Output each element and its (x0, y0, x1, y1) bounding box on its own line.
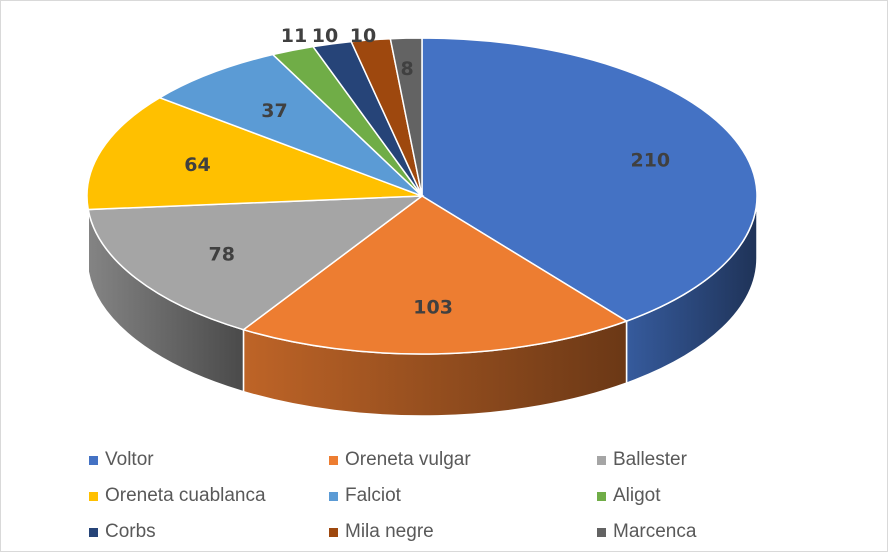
legend-swatch (597, 455, 606, 465)
legend-swatch (597, 527, 606, 537)
legend-swatch (329, 527, 338, 537)
data-label: 37 (261, 100, 287, 122)
legend-label: Marcenca (613, 521, 697, 542)
legend-item: Aligot (597, 481, 777, 511)
data-label: 8 (401, 58, 414, 80)
pie-slice-voltor[interactable] (421, 37, 758, 322)
pie-slice-oreneta-cuablanca[interactable] (86, 96, 423, 211)
legend-label: Ballester (613, 449, 687, 470)
data-label: 103 (413, 296, 453, 318)
legend-item: Ballester (597, 445, 777, 475)
data-label: 78 (209, 244, 235, 266)
legend: Voltor Oreneta vulgar Ballester Oreneta cua… (89, 445, 789, 547)
data-label: 11 (281, 25, 307, 47)
pie-slice-oreneta-vulgar[interactable] (241, 195, 629, 355)
legend-swatch (89, 455, 98, 465)
legend-label: Mila negre (345, 521, 434, 542)
legend-item: Corbs (89, 517, 329, 547)
legend-label: Oreneta cuablanca (105, 485, 266, 506)
legend-swatch (597, 491, 606, 501)
pie-slice-marcenca[interactable] (389, 37, 423, 197)
data-label: 64 (184, 154, 210, 176)
legend-item: Marcenca (597, 517, 777, 547)
legend-swatch (89, 491, 98, 501)
data-label: 10 (350, 25, 376, 47)
legend-item: Voltor (89, 445, 329, 475)
legend-label: Aligot (613, 485, 661, 506)
legend-label: Corbs (105, 521, 156, 542)
legend-swatch (89, 527, 98, 537)
data-label: 10 (312, 25, 338, 47)
pie-slice-falciot[interactable] (158, 53, 423, 197)
legend-item: Mila negre (329, 517, 597, 547)
legend-label: Voltor (105, 449, 154, 470)
legend-item: Oreneta cuablanca (89, 481, 329, 511)
legend-swatch (329, 455, 338, 465)
legend-label: Oreneta vulgar (345, 449, 471, 470)
data-label: 210 (630, 149, 670, 171)
legend-item: Falciot (329, 481, 597, 511)
legend-item: Oreneta vulgar (329, 445, 597, 475)
pie-slice-ballester[interactable] (87, 195, 425, 331)
legend-swatch (329, 491, 338, 501)
legend-label: Falciot (345, 485, 401, 506)
